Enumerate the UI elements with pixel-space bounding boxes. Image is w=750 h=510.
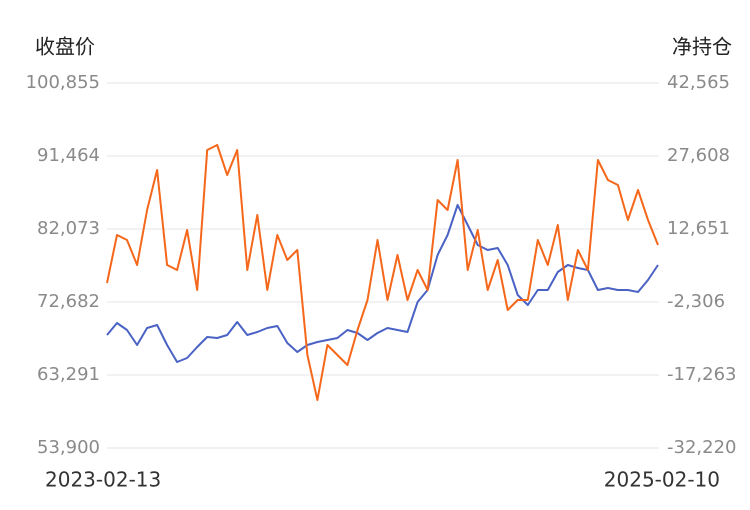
series-line — [106, 144, 659, 401]
y2-tick-label: 42,565 — [667, 72, 730, 93]
series-line — [106, 204, 659, 363]
y-tick-label: 63,291 — [37, 364, 100, 385]
y2-tick-label: -2,306 — [667, 291, 725, 312]
y-tick-label: 91,464 — [37, 145, 100, 166]
y-axis-title: 收盘价 — [35, 35, 95, 59]
y-tick-label: 100,855 — [26, 72, 100, 93]
y2-tick-label: -32,220 — [667, 437, 736, 458]
y2-tick-label: 12,651 — [667, 218, 730, 239]
x-tick-label: 2025-02-10 — [604, 468, 720, 492]
y2-tick-label: 27,608 — [667, 145, 730, 166]
y-tick-label: 82,073 — [37, 218, 100, 239]
y-tick-label: 53,900 — [37, 437, 100, 458]
y2-tick-label: -17,263 — [667, 364, 736, 385]
y2-axis-title: 净持仓 — [672, 35, 732, 59]
y-tick-label: 72,682 — [37, 291, 100, 312]
x-tick-label: 2023-02-13 — [45, 468, 161, 492]
